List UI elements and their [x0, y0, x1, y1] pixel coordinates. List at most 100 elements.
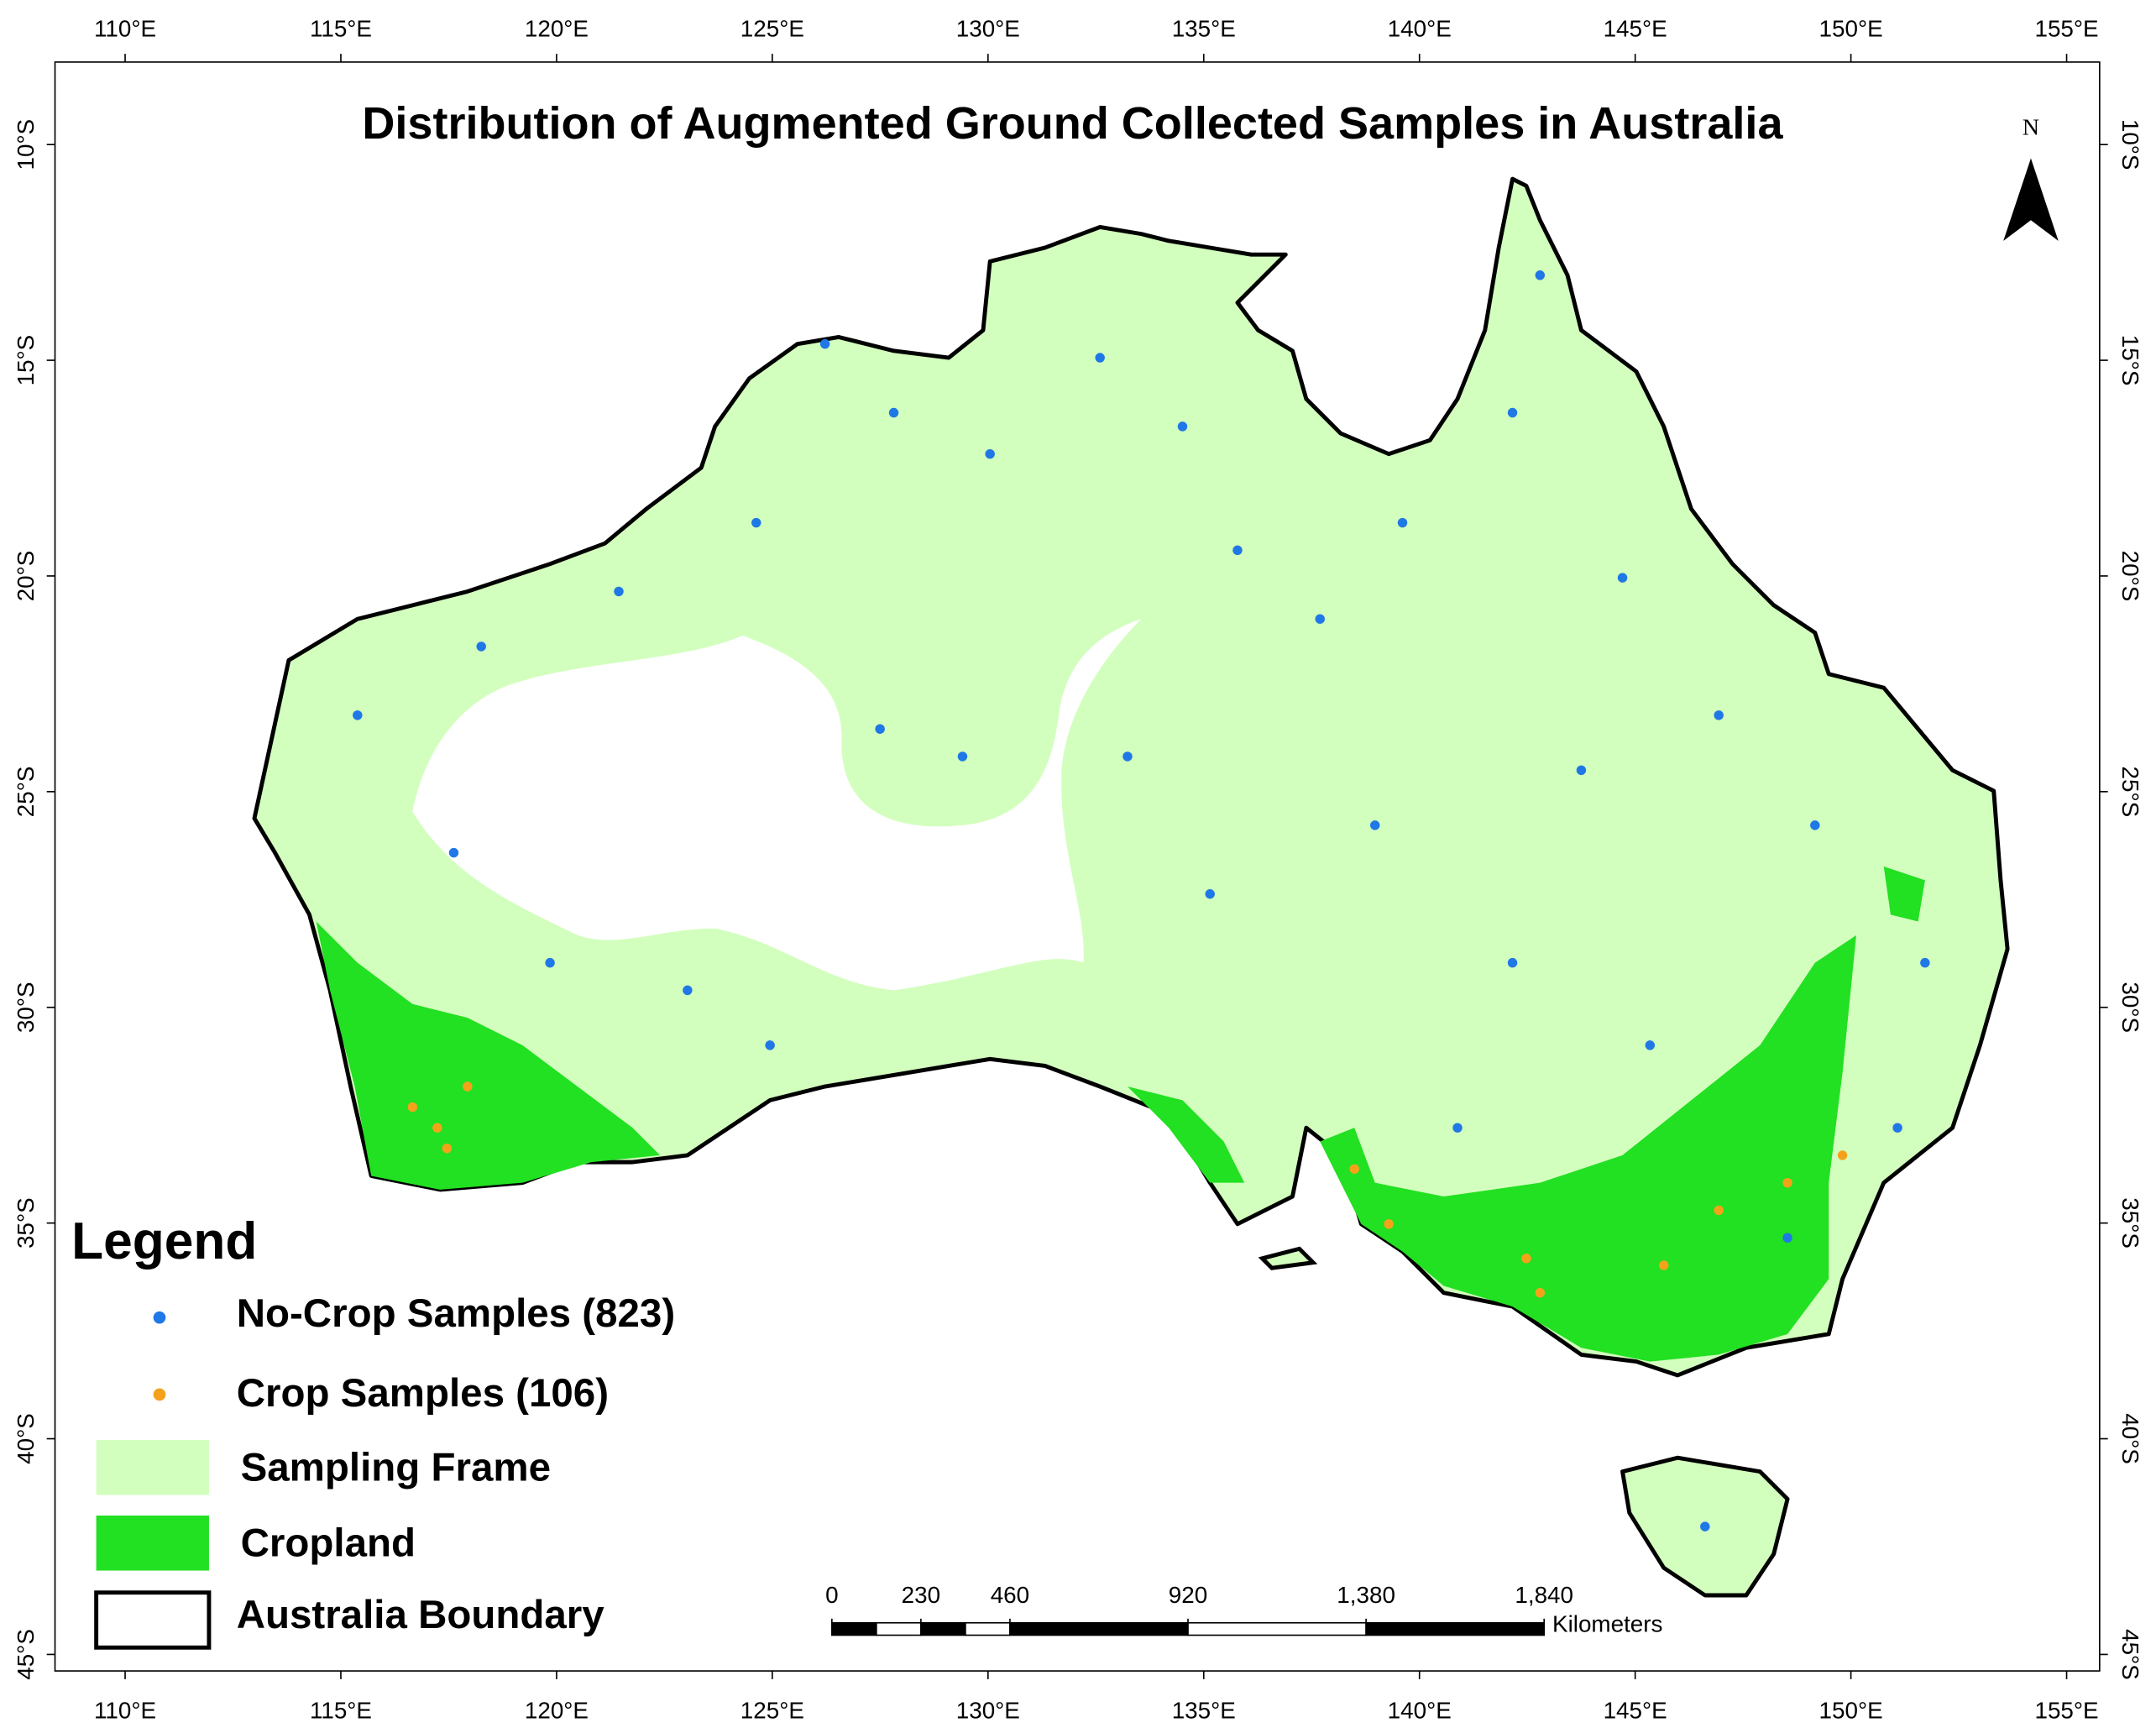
- no-crop-samples: [353, 270, 1930, 1531]
- lat-tick-label: 25°S: [2117, 767, 2143, 818]
- sample-dot: [1122, 751, 1133, 762]
- lon-tick-label: 150°E: [1819, 1698, 1883, 1724]
- scale-segment: [876, 1621, 922, 1636]
- lat-tick-label: 40°S: [13, 1413, 39, 1464]
- sample-dot: [1452, 1123, 1463, 1133]
- scale-segment: [920, 1621, 966, 1636]
- sample-dot: [957, 751, 968, 762]
- north-arrow: [2003, 158, 2059, 241]
- scale-label: 920: [1169, 1582, 1207, 1608]
- lon-tick-label: 130°E: [956, 1698, 1020, 1724]
- sample-dot: [1837, 1150, 1848, 1160]
- sample-dot: [683, 985, 693, 996]
- sample-dot: [1370, 820, 1380, 830]
- sample-dot: [1658, 1260, 1669, 1270]
- legend-swatch: [153, 1388, 166, 1401]
- lon-tick-label: 115°E: [310, 1698, 372, 1724]
- sample-dot: [1920, 957, 1930, 968]
- sample-dot: [1507, 407, 1518, 418]
- sample-dot: [1782, 1233, 1792, 1243]
- kangaroo-island: [1258, 1246, 1318, 1270]
- lat-tick-label: 15°S: [13, 335, 39, 386]
- sample-dot: [985, 448, 995, 459]
- sample-dot: [614, 586, 624, 597]
- lat-tick-label: 20°S: [2117, 551, 2143, 602]
- sample-dot: [1315, 614, 1325, 624]
- sample-dot: [1535, 270, 1546, 280]
- sampling-frame-gap: [412, 619, 1142, 991]
- sample-dot: [1177, 421, 1188, 432]
- legend-label: Sampling Frame: [241, 1446, 551, 1490]
- lat-tick-label: 25°S: [13, 767, 39, 818]
- sample-dot: [476, 641, 486, 652]
- lon-tick-label: 135°E: [1172, 16, 1236, 42]
- lat-tick-label: 35°S: [13, 1197, 39, 1249]
- legend-swatch: [96, 1516, 209, 1571]
- sample-dot: [765, 1040, 775, 1050]
- lat-tick-label: 10°S: [2117, 119, 2143, 170]
- sample-dot: [432, 1123, 442, 1133]
- lon-tick-label: 110°E: [94, 1698, 156, 1724]
- sample-dot: [1714, 1205, 1724, 1216]
- sample-dot: [448, 847, 459, 858]
- sample-dot: [1810, 820, 1820, 830]
- scale-label: 230: [902, 1582, 940, 1608]
- scale-segment: [965, 1621, 1011, 1636]
- sample-dot: [875, 724, 885, 734]
- sample-dot: [1205, 889, 1215, 899]
- lon-tick-label: 140°E: [1388, 16, 1452, 42]
- cropland: [1883, 866, 1925, 922]
- sample-dot: [1714, 710, 1724, 720]
- sample-dot: [1645, 1040, 1656, 1050]
- lat-tick-label: 10°S: [13, 119, 39, 170]
- sample-dot: [1535, 1287, 1546, 1298]
- sample-dot: [1576, 765, 1587, 776]
- scale-label: 1,380: [1337, 1582, 1395, 1608]
- lon-tick-label: 135°E: [1172, 1698, 1236, 1724]
- lon-tick-label: 140°E: [1388, 1698, 1452, 1724]
- sample-dot: [545, 957, 555, 968]
- sampling-frame: [252, 176, 2010, 1378]
- sample-dot: [1507, 957, 1518, 968]
- crop-samples: [407, 1081, 1848, 1298]
- land: [252, 176, 2010, 1598]
- sample-dot: [1892, 1123, 1902, 1133]
- lon-tick-label: 115°E: [310, 16, 372, 42]
- lat-tick-label: 30°S: [2117, 982, 2143, 1033]
- sample-dot: [1700, 1521, 1710, 1531]
- lat-tick-label: 45°S: [13, 1629, 39, 1680]
- sample-dot: [1095, 353, 1105, 363]
- sample-dot: [1617, 573, 1628, 583]
- legend-title: Legend: [71, 1212, 257, 1270]
- scale-label: 460: [991, 1582, 1029, 1608]
- sample-dot: [819, 338, 830, 349]
- lat-tick-label: 45°S: [2117, 1629, 2143, 1680]
- lon-tick-label: 145°E: [1604, 1698, 1667, 1724]
- sample-dot: [1384, 1219, 1394, 1229]
- lon-tick-label: 120°E: [525, 16, 589, 42]
- cropland: [1127, 1086, 1245, 1183]
- sample-dot: [407, 1102, 418, 1113]
- sample-dot: [1782, 1177, 1792, 1188]
- scale-label: 1,840: [1515, 1582, 1573, 1608]
- lat-tick-label: 20°S: [13, 551, 39, 602]
- scale-label: 0: [825, 1582, 838, 1608]
- legend-label: No-Crop Samples (823): [237, 1291, 675, 1336]
- scale-unit: Kilometers: [1552, 1610, 1662, 1636]
- lat-tick-label: 30°S: [13, 982, 39, 1033]
- sample-dot: [751, 517, 761, 528]
- lon-tick-label: 150°E: [1819, 16, 1883, 42]
- lat-tick-label: 15°S: [2117, 335, 2143, 386]
- sample-dot: [888, 407, 899, 418]
- map-title: Distribution of Augmented Ground Collect…: [362, 98, 1783, 149]
- sample-dot: [1232, 545, 1243, 556]
- lon-tick-label: 125°E: [740, 1698, 804, 1724]
- lon-tick-label: 155°E: [2034, 1698, 2098, 1724]
- lon-tick-label: 145°E: [1604, 16, 1667, 42]
- lat-tick-label: 40°S: [2117, 1413, 2143, 1464]
- legend-swatch: [96, 1439, 209, 1495]
- lon-tick-label: 120°E: [525, 1698, 589, 1724]
- sample-dot: [1397, 517, 1408, 528]
- scale-segment: [1187, 1621, 1367, 1636]
